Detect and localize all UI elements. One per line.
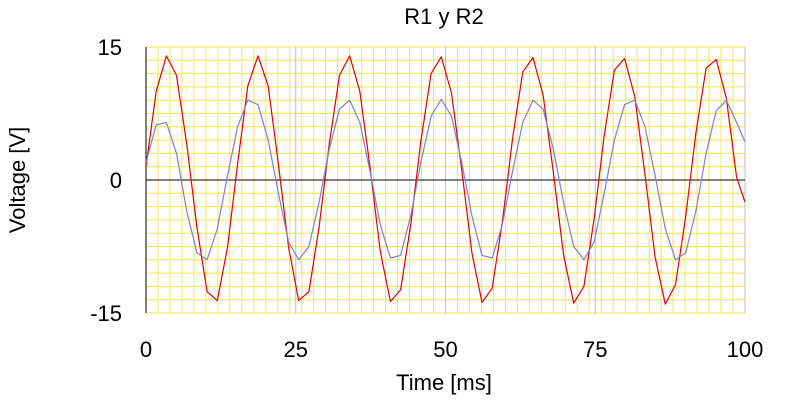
tick-layer: 0 25 50 75 100 15 0 -15 <box>90 35 763 362</box>
x-tick-label: 25 <box>284 337 308 362</box>
x-tick-label: 75 <box>583 337 607 362</box>
x-tick-label: 100 <box>727 337 764 362</box>
series-line-1 <box>145 55 746 305</box>
x-tick-label: 50 <box>433 337 457 362</box>
y-tick-label: 0 <box>110 168 122 193</box>
x-axis-label: Time [ms] <box>396 370 492 395</box>
y-axis-label: Voltage [V] <box>5 127 30 233</box>
y-tick-label: 15 <box>98 35 122 60</box>
y-tick-label: -15 <box>90 301 122 326</box>
x-tick-label: 0 <box>140 337 152 362</box>
series-layer <box>145 55 746 305</box>
chart-title: R1 y R2 <box>404 4 483 29</box>
series-line-2 <box>145 98 746 261</box>
